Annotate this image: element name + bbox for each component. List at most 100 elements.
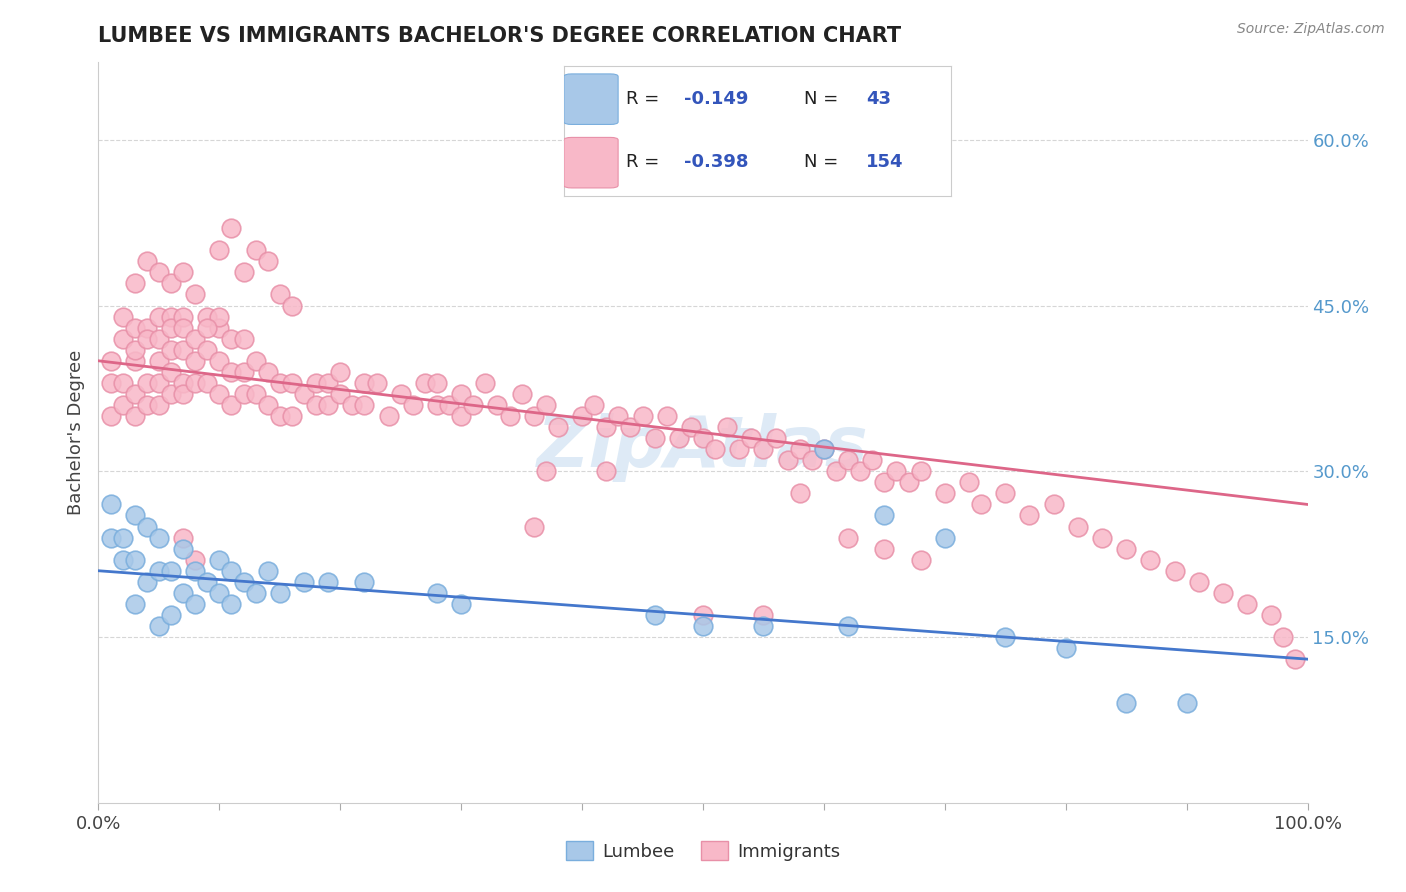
- Point: [281, 299, 304, 313]
- Point: [716, 420, 738, 434]
- Point: [245, 353, 267, 368]
- Point: [389, 387, 412, 401]
- Point: [631, 409, 654, 423]
- Point: [160, 310, 183, 324]
- Point: [1175, 697, 1198, 711]
- Point: [523, 409, 546, 423]
- Point: [1139, 552, 1161, 566]
- Point: [256, 398, 278, 412]
- Point: [172, 387, 194, 401]
- Point: [148, 310, 170, 324]
- Point: [148, 398, 170, 412]
- Point: [450, 387, 472, 401]
- Point: [172, 320, 194, 334]
- Point: [195, 320, 218, 334]
- Point: [111, 376, 134, 390]
- Point: [377, 409, 399, 423]
- Point: [135, 320, 157, 334]
- Point: [172, 310, 194, 324]
- Point: [124, 409, 146, 423]
- Point: [1054, 641, 1077, 656]
- Point: [342, 398, 364, 412]
- Point: [160, 365, 183, 379]
- Point: [172, 586, 194, 600]
- Point: [281, 376, 304, 390]
- Point: [316, 376, 339, 390]
- Point: [111, 552, 134, 566]
- Point: [148, 353, 170, 368]
- Point: [740, 431, 762, 445]
- Point: [269, 287, 291, 301]
- Point: [1284, 652, 1306, 666]
- Point: [813, 442, 835, 457]
- Point: [135, 332, 157, 346]
- Point: [510, 387, 533, 401]
- Point: [534, 464, 557, 478]
- Point: [305, 398, 328, 412]
- Point: [292, 387, 315, 401]
- Point: [221, 597, 243, 611]
- Point: [256, 254, 278, 268]
- Point: [292, 574, 315, 589]
- Point: [124, 552, 146, 566]
- Point: [316, 398, 339, 412]
- Point: [160, 607, 183, 622]
- Point: [124, 508, 146, 523]
- Point: [148, 265, 170, 279]
- Point: [245, 586, 267, 600]
- Point: [148, 531, 170, 545]
- Point: [135, 398, 157, 412]
- Point: [269, 586, 291, 600]
- Y-axis label: Bachelor's Degree: Bachelor's Degree: [66, 350, 84, 516]
- Point: [184, 332, 207, 346]
- Point: [571, 409, 593, 423]
- Point: [232, 387, 254, 401]
- Point: [934, 531, 956, 545]
- Point: [135, 376, 157, 390]
- Point: [245, 244, 267, 258]
- Point: [232, 332, 254, 346]
- Point: [184, 552, 207, 566]
- Point: [1067, 519, 1090, 533]
- Point: [221, 221, 243, 235]
- Point: [124, 277, 146, 291]
- Point: [232, 365, 254, 379]
- Point: [172, 541, 194, 556]
- Point: [208, 387, 231, 401]
- Point: [583, 398, 606, 412]
- Point: [221, 564, 243, 578]
- Point: [765, 431, 787, 445]
- Point: [474, 376, 496, 390]
- Point: [232, 265, 254, 279]
- Text: LUMBEE VS IMMIGRANTS BACHELOR'S DEGREE CORRELATION CHART: LUMBEE VS IMMIGRANTS BACHELOR'S DEGREE C…: [98, 26, 901, 45]
- Point: [184, 287, 207, 301]
- Point: [316, 574, 339, 589]
- Point: [111, 398, 134, 412]
- Point: [413, 376, 436, 390]
- Point: [111, 310, 134, 324]
- Point: [100, 498, 122, 512]
- Point: [172, 531, 194, 545]
- Point: [1188, 574, 1211, 589]
- Point: [221, 332, 243, 346]
- Point: [1260, 607, 1282, 622]
- Point: [111, 332, 134, 346]
- Text: ZipAtlas: ZipAtlas: [537, 413, 869, 482]
- Point: [172, 376, 194, 390]
- Point: [184, 353, 207, 368]
- Point: [595, 420, 617, 434]
- Point: [208, 552, 231, 566]
- Point: [692, 431, 714, 445]
- Point: [135, 519, 157, 533]
- Point: [148, 332, 170, 346]
- Point: [221, 398, 243, 412]
- Point: [426, 398, 449, 412]
- Point: [1091, 531, 1114, 545]
- Point: [426, 586, 449, 600]
- Point: [366, 376, 388, 390]
- Point: [135, 254, 157, 268]
- Point: [426, 376, 449, 390]
- Point: [148, 376, 170, 390]
- Point: [111, 531, 134, 545]
- Point: [752, 619, 775, 633]
